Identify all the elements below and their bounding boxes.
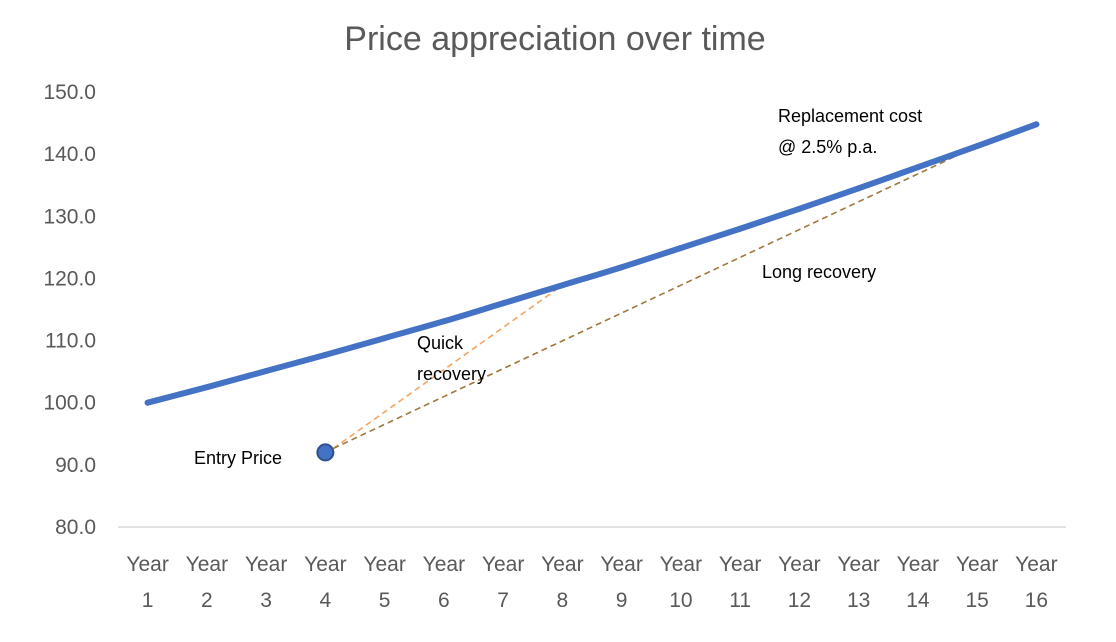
series-point	[263, 368, 270, 375]
series-label-line1: Replacement cost	[778, 106, 922, 126]
x-tick-label: Year 11	[719, 553, 761, 612]
series-point	[618, 264, 625, 271]
series-points	[144, 121, 1040, 406]
x-axis: Year 1 Year 2 Year 3 Year 4 Year 5 Year 6 Year 7 Year 8…	[118, 526, 1066, 612]
y-tick-label: 90.0	[55, 454, 96, 477]
x-tick-label: Year 3	[245, 553, 287, 612]
x-tick-label: Year 10	[660, 553, 702, 612]
series-point	[796, 205, 803, 212]
y-tick-label: 150.0	[43, 81, 96, 104]
chart-title: Price appreciation over time	[344, 20, 765, 58]
series-point	[144, 399, 151, 406]
y-tick-label: 140.0	[43, 143, 96, 166]
series-point	[1033, 121, 1040, 128]
series-line-replacement-cost	[144, 121, 1040, 406]
entry-price-label: Entry Price	[194, 448, 282, 468]
y-tick-label: 130.0	[43, 205, 96, 228]
y-tick-label: 100.0	[43, 392, 96, 415]
y-axis: 80.0 90.0 100.0 110.0 120.0 130.0 140.0 150.0	[43, 81, 96, 539]
x-tick-label: Year 1	[126, 553, 168, 612]
x-tick-label: Year 7	[482, 553, 524, 612]
x-tick-label: Year 6	[423, 553, 465, 612]
entry-price-point	[316, 443, 335, 462]
series-point	[203, 384, 210, 391]
series-point	[974, 143, 981, 150]
x-tick-label: Year 9	[600, 553, 642, 612]
series-point	[381, 335, 388, 342]
y-tick-label: 80.0	[55, 516, 96, 539]
x-tick-label: Year 8	[541, 553, 583, 612]
y-tick-label: 110.0	[45, 330, 96, 353]
series-point	[677, 244, 684, 251]
recovery-line	[332, 284, 563, 450]
series-point	[914, 164, 921, 171]
series-point	[440, 318, 447, 325]
y-tick-label: 120.0	[43, 267, 96, 290]
x-tick-label: Year 5	[363, 553, 405, 612]
series-point	[855, 185, 862, 192]
x-tick-label: Year 14	[897, 553, 939, 612]
series-point	[322, 351, 329, 358]
x-tick-label: Year 12	[778, 553, 820, 612]
recovery-line	[333, 145, 978, 450]
series-point	[737, 225, 744, 232]
recovery-lines	[332, 145, 978, 450]
x-tick-label: Year 2	[186, 553, 228, 612]
quick-recovery-label-line2: recovery	[417, 364, 486, 384]
x-tick-label: Year 15	[956, 553, 998, 612]
quick-recovery-label-line1: Quick	[417, 333, 464, 353]
series-point	[559, 282, 566, 289]
series-label-line2: @ 2.5% p.a.	[778, 137, 877, 157]
x-tick-label: Year 4	[304, 553, 346, 612]
series-point	[500, 300, 507, 307]
long-recovery-label: Long recovery	[762, 262, 876, 282]
x-tick-label: Year 13	[837, 553, 879, 612]
x-tick-label: Year 16	[1015, 553, 1057, 612]
